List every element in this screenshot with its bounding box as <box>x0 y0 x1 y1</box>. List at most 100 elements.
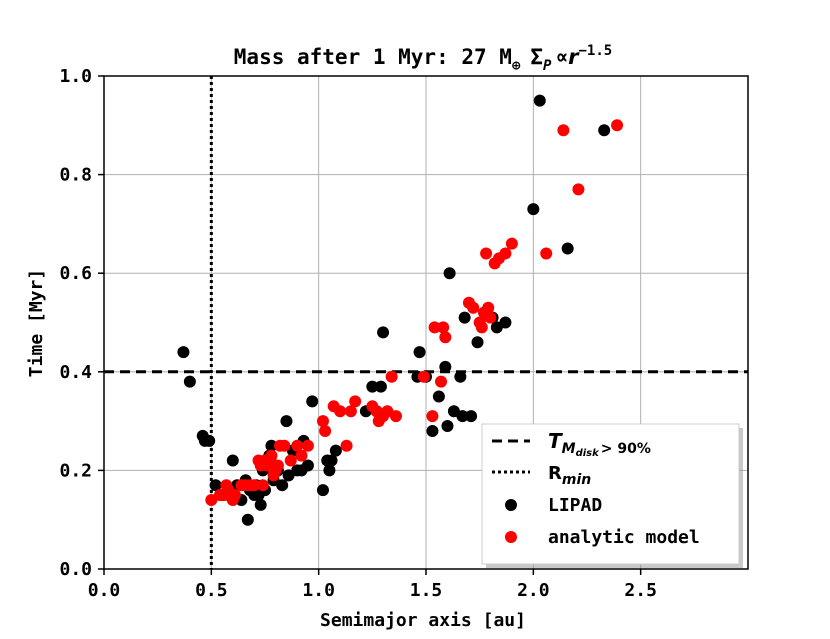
y-axis-label: Time [Myr] <box>26 269 47 377</box>
lipad-point <box>241 513 254 526</box>
lipad-point <box>323 464 336 477</box>
analytic-model-point <box>389 410 402 423</box>
analytic-model-point <box>417 370 430 383</box>
y-tick-label: 0.2 <box>59 460 92 481</box>
legend-t-mdisk-label: TMdisk > 90% <box>548 429 651 459</box>
lipad-point <box>458 311 471 324</box>
y-tick-label: 0.4 <box>59 362 92 383</box>
analytic-model-point <box>439 331 452 344</box>
analytic-model-point <box>385 370 398 383</box>
legend: TMdisk > 90% Rmin LIPAD analytic model <box>481 423 743 568</box>
x-tick-label: 2.5 <box>624 580 657 601</box>
x-tick-label: 0.0 <box>88 580 121 601</box>
legend-box <box>481 423 740 565</box>
x-axis-label: Semimajor axis [au] <box>320 610 526 631</box>
lipad-point <box>426 424 439 437</box>
title-r: r <box>568 45 580 69</box>
lipad-point <box>183 375 196 388</box>
lipad-point <box>301 459 314 472</box>
lipad-point <box>177 346 190 359</box>
analytic-model-point <box>284 454 297 467</box>
lipad-point <box>265 439 278 452</box>
analytic-model-point <box>349 395 362 408</box>
analytic-model-series <box>205 119 624 506</box>
title-earth-symbol: ⊕ <box>512 58 521 74</box>
title-proportional: ∝ <box>555 45 568 69</box>
legend-analytic-label: analytic model <box>548 527 700 548</box>
legend-r-min-label: Rmin <box>548 463 591 488</box>
title-exponent: −1.5 <box>578 43 612 59</box>
lipad-point <box>203 434 216 447</box>
x-tick-label: 1.5 <box>410 580 443 601</box>
legend-analytic-marker <box>505 531 517 543</box>
analytic-model-point <box>572 183 585 196</box>
title-sigma-sub: P <box>543 58 552 74</box>
analytic-model-point <box>344 405 357 418</box>
legend-t-condition: > 90% <box>601 441 651 457</box>
y-tick-label: 0.8 <box>59 165 92 186</box>
y-tick-label: 1.0 <box>59 66 92 87</box>
lipad-point <box>374 380 387 393</box>
analytic-model-point <box>475 321 488 334</box>
analytic-model-point <box>248 479 261 492</box>
analytic-model-point <box>557 124 570 137</box>
legend-t: T <box>548 429 563 453</box>
lipad-point <box>280 415 293 428</box>
analytic-model-point <box>228 489 241 502</box>
lipad-point <box>456 410 469 423</box>
lipad-point <box>561 242 574 255</box>
legend-t-sub-disk: disk <box>576 448 601 459</box>
lipad-point <box>329 444 342 457</box>
lipad-point <box>413 346 426 359</box>
y-tick-label: 0.0 <box>59 559 92 580</box>
analytic-model-point <box>316 415 329 428</box>
lipad-point <box>533 94 546 107</box>
x-tick-label: 1.0 <box>302 580 335 601</box>
analytic-model-point <box>271 459 284 472</box>
analytic-model-point <box>467 301 480 314</box>
x-tick-label: 2.0 <box>517 580 550 601</box>
analytic-model-point <box>301 439 314 452</box>
lipad-point <box>598 124 611 137</box>
analytic-model-point <box>499 247 512 260</box>
legend-lipad-marker <box>505 499 517 511</box>
analytic-model-point <box>334 405 347 418</box>
legend-t-sub-m: M <box>562 441 576 457</box>
analytic-model-point <box>291 439 304 452</box>
analytic-model-point <box>340 439 353 452</box>
analytic-model-point <box>256 479 269 492</box>
analytic-model-point <box>435 375 448 388</box>
analytic-model-point <box>428 321 441 334</box>
analytic-model-point <box>540 247 553 260</box>
analytic-model-point <box>611 119 624 132</box>
lipad-point <box>465 410 478 423</box>
analytic-model-point <box>482 301 495 314</box>
lipad-point <box>499 316 512 329</box>
data-points <box>177 94 624 526</box>
title-sigma: Σ <box>530 45 543 69</box>
analytic-model-point <box>437 321 450 334</box>
legend-lipad-label: LIPAD <box>548 495 602 516</box>
lipad-point <box>366 380 379 393</box>
analytic-model-point <box>295 449 308 462</box>
lipad-point <box>432 390 445 403</box>
analytic-model-point <box>278 439 291 452</box>
lipad-point <box>226 454 239 467</box>
analytic-model-point <box>319 424 332 437</box>
lipad-point <box>443 267 456 280</box>
lipad-point <box>254 498 267 511</box>
analytic-model-point <box>480 247 493 260</box>
lipad-point <box>471 336 484 349</box>
axis-ticks: 0.0 0.5 1.0 1.5 2.0 2.5 0.0 0.2 0.4 0.6 0.8 1.0 <box>59 66 656 601</box>
lipad-point <box>439 360 452 373</box>
lipad-point <box>316 484 329 497</box>
title-prefix: Mass after 1 Myr: 27 M <box>234 45 512 69</box>
lipad-point <box>209 479 222 492</box>
lipad-point <box>441 420 454 433</box>
lipad-point <box>276 479 289 492</box>
lipad-point <box>454 370 467 383</box>
y-tick-label: 0.6 <box>59 263 92 284</box>
lipad-point <box>325 454 338 467</box>
analytic-model-point <box>505 237 518 250</box>
